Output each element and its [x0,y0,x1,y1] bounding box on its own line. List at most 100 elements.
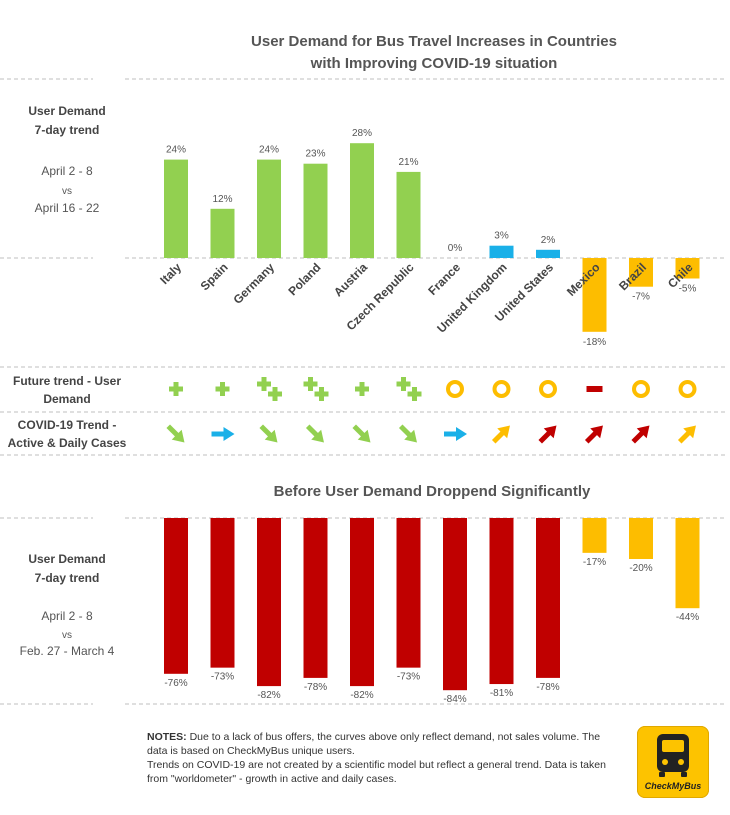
plus-icon [308,377,313,391]
chart1-data-label: -7% [632,292,650,303]
down-right-arrow-icon [259,424,278,443]
chart1-data-label: 3% [494,231,509,242]
future-trend-label-2: Demand [43,392,90,406]
plus-icon [359,382,365,396]
chart1-bar-czech-republic [396,171,421,258]
chart1-data-label: 28% [352,128,372,139]
notes-heading: NOTES: [147,731,187,743]
chart1-period-2: vs [62,186,72,197]
chart1-data-label: 24% [259,145,279,156]
chart2-bar-poland [303,518,328,678]
plus-icon [173,382,179,396]
chart2-bar-austria [350,518,374,687]
chart2-bar-italy [164,518,188,674]
chart2-side-label-1: User Demand [28,552,105,566]
notes-line-1: Due to a lack of bus offers, the curves … [147,731,601,757]
chart1-title-line1: User Demand for Bus Travel Increases in … [251,33,617,50]
chart1-bar-spain [210,208,235,258]
chart2-data-label: -17% [583,557,606,568]
chart1-bar-mexico [582,258,607,332]
down-right-arrow-icon [166,424,185,443]
chart2-bar-germany [257,518,281,687]
chart2-data-label: -82% [257,690,280,701]
chart2-data-label: -81% [490,688,513,699]
chart2-bar-brazil [629,518,653,559]
plus-icon [401,377,406,391]
chart1-category-label: Spain [198,260,231,293]
chart1-side-label-1: User Demand [28,104,105,118]
chart2-data-label: -20% [629,563,652,574]
chart1-data-label: 23% [305,149,325,160]
chart1-bar-united-kingdom [489,245,514,258]
right-arrow-icon [444,427,467,441]
chart2-bar-czech-republic [396,518,421,668]
circle-icon [539,380,557,398]
chart2-data-label: -44% [676,612,699,623]
up-right-arrow-icon [631,425,650,444]
chart1-side-label-2: 7-day trend [35,123,100,137]
chart1-data-label: 2% [541,235,556,246]
chart2-title: Before User Demand Droppend Significantl… [274,483,591,500]
chart2-data-label: -73% [397,672,420,683]
chart1-category-label: France [425,260,463,298]
chart1-data-label: 24% [166,145,186,156]
chart2-side-label-2: 7-day trend [35,571,100,585]
chart1-bar-united-states [536,249,560,258]
logo-text: CheckMyBus [644,781,702,791]
chart2-period-2: vs [62,630,72,641]
chart2-bar-france [443,518,467,691]
down-right-arrow-icon [352,424,371,443]
chart2-bar-mexico [582,518,607,553]
up-right-arrow-icon [538,425,557,444]
down-right-arrow-icon [398,424,417,443]
chart2-bar-spain [210,518,235,668]
chart2-bar-chile [675,518,700,609]
chart1-data-label: 12% [212,194,232,205]
down-right-arrow-icon [305,424,324,443]
plus-icon [319,387,324,401]
chart2-bar-united-states [536,518,560,678]
circle-icon [678,380,697,398]
future-trend-label-1: Future trend - User [13,374,121,388]
plus-icon [220,382,225,396]
chart2-period-3: Feb. 27 - March 4 [20,644,115,658]
chart1-period-3: April 16 - 22 [35,201,100,215]
plus-icon [272,387,278,401]
up-right-arrow-icon [677,425,696,444]
chart2-bar-united-kingdom [489,518,514,685]
chart1-category-label: Poland [285,260,323,298]
chart2-data-label: -84% [443,694,466,705]
covid-trend-label-1: COVID-19 Trend - [18,418,117,432]
circle-icon [446,380,464,398]
up-right-arrow-icon [491,425,510,444]
chart2-data-label: -78% [536,682,559,693]
up-right-arrow-icon [584,425,603,444]
chart2-data-label: -73% [211,672,234,683]
chart1-bar-italy [164,159,188,258]
chart1-bar-chile [675,258,700,279]
chart1-category-label: Austria [331,260,370,299]
minus-icon [586,386,603,392]
chart2-data-label: -82% [350,690,373,701]
bus-icon [657,734,689,777]
chart2-period-1: April 2 - 8 [41,609,93,623]
chart1-title-line2: with Improving COVID-19 situation [310,55,558,72]
plus-icon [261,377,267,391]
chart1-bar-poland [303,163,328,258]
chart1-data-label: 0% [448,243,463,254]
chart1-bar-austria [350,143,374,258]
circle-icon [632,380,650,398]
circle-icon [492,380,511,398]
chart1-category-label: Germany [230,260,277,307]
chart1-data-label: -5% [679,284,697,295]
notes-block: NOTES: Due to a lack of bus offers, the … [147,730,622,786]
chart1-bar-brazil [629,258,653,287]
checkmybus-logo: CheckMyBus [637,726,709,798]
chart1-category-label: Italy [157,260,184,287]
covid-trend-label-2: Active & Daily Cases [8,436,127,450]
chart2-data-label: -78% [304,682,327,693]
chart2-data-label: -76% [164,678,187,689]
notes-line-2: Trends on COVID-19 are not created by a … [147,759,606,785]
chart1-bar-germany [257,159,281,258]
